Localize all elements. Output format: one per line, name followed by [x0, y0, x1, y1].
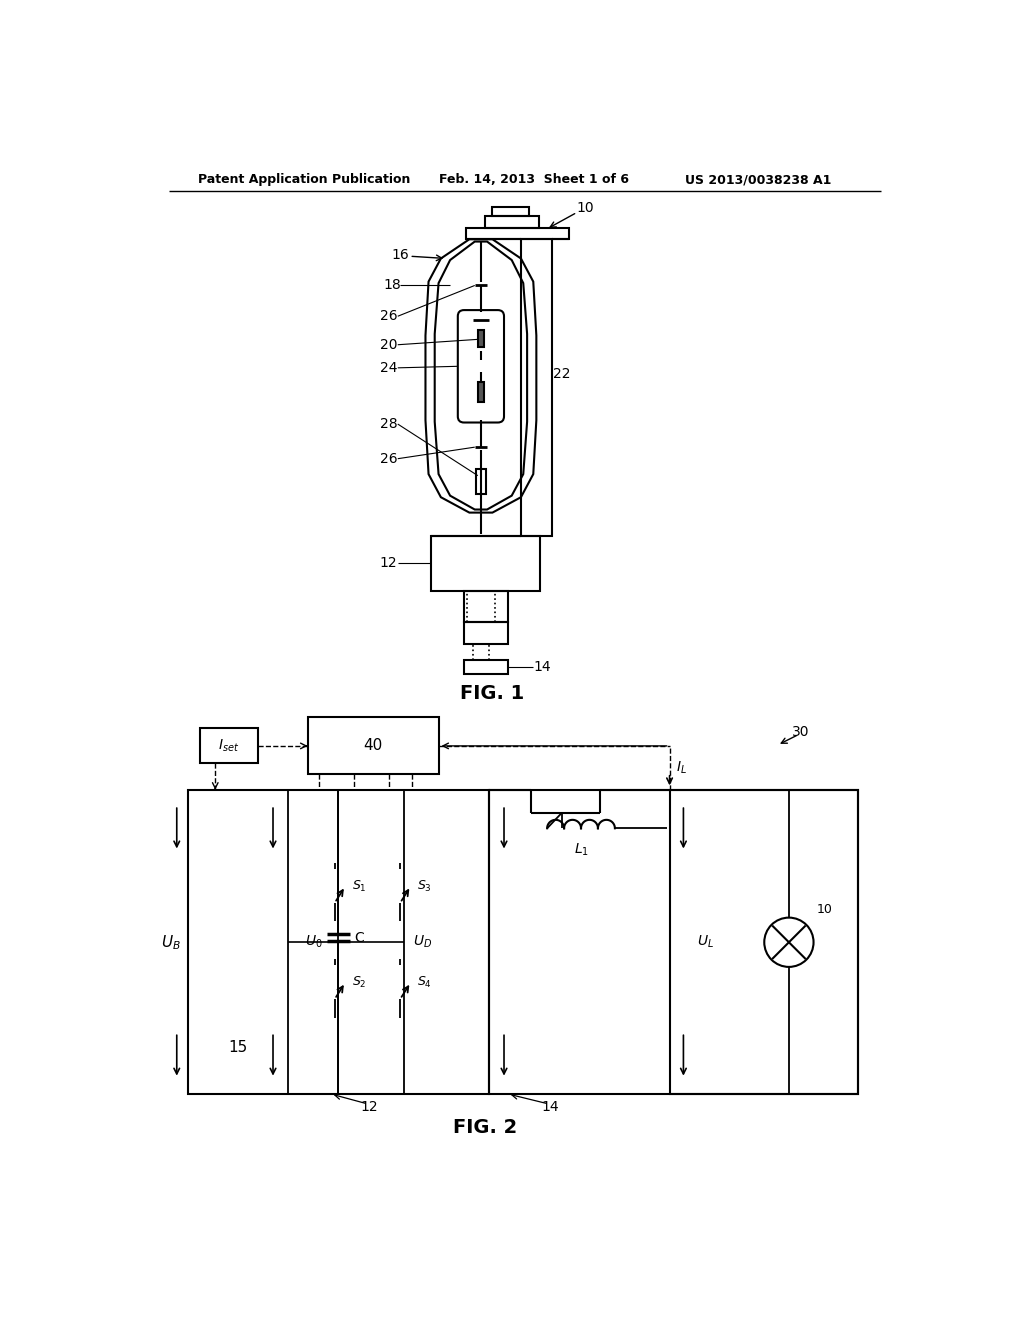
Text: 24: 24 — [380, 360, 397, 375]
Text: $U_B$: $U_B$ — [161, 933, 180, 952]
Bar — [464, 591, 508, 622]
Bar — [464, 660, 508, 675]
Bar — [478, 330, 484, 347]
Bar — [478, 381, 484, 403]
Text: C: C — [354, 931, 364, 945]
Text: 14: 14 — [542, 1100, 559, 1114]
Text: 28: 28 — [380, 417, 397, 432]
Bar — [476, 470, 485, 494]
Text: 26: 26 — [380, 451, 397, 466]
Text: $L_1$: $L_1$ — [573, 842, 589, 858]
Bar — [488, 789, 670, 1094]
Text: $S_3$: $S_3$ — [417, 879, 432, 894]
Text: 12: 12 — [380, 556, 397, 570]
Bar — [464, 622, 508, 644]
Text: FIG. 1: FIG. 1 — [461, 684, 524, 704]
Bar — [488, 789, 858, 1094]
Text: Feb. 14, 2013  Sheet 1 of 6: Feb. 14, 2013 Sheet 1 of 6 — [438, 173, 629, 186]
Text: 18: 18 — [383, 279, 401, 293]
Text: $I_L$: $I_L$ — [676, 760, 687, 776]
Text: $I_{set}$: $I_{set}$ — [218, 738, 239, 754]
Text: Patent Application Publication: Patent Application Publication — [199, 173, 411, 186]
Text: $U_0$: $U_0$ — [305, 935, 323, 950]
Text: FIG. 2: FIG. 2 — [453, 1118, 517, 1137]
Text: $S_4$: $S_4$ — [417, 974, 432, 990]
Text: $U_L$: $U_L$ — [696, 935, 714, 950]
Text: 30: 30 — [792, 725, 809, 739]
Text: 16: 16 — [391, 248, 409, 261]
Text: 20: 20 — [380, 338, 397, 351]
Text: $S_1$: $S_1$ — [351, 879, 367, 894]
Text: $S_2$: $S_2$ — [351, 974, 367, 990]
Text: $U_D$: $U_D$ — [413, 935, 432, 950]
Bar — [670, 789, 858, 1094]
Text: 10: 10 — [577, 202, 594, 215]
Bar — [188, 789, 488, 1094]
Text: 10: 10 — [817, 903, 834, 916]
Bar — [307, 717, 438, 775]
Text: 12: 12 — [360, 1100, 378, 1114]
Bar — [466, 228, 569, 239]
Text: 26: 26 — [380, 309, 397, 323]
Text: 40: 40 — [364, 738, 383, 754]
Text: 22: 22 — [553, 367, 570, 381]
Text: US 2013/0038238 A1: US 2013/0038238 A1 — [685, 173, 831, 186]
Bar — [484, 216, 539, 227]
Bar — [200, 729, 258, 763]
Bar — [521, 239, 552, 536]
Text: 14: 14 — [534, 660, 551, 673]
Bar — [493, 207, 529, 216]
Text: 15: 15 — [228, 1040, 248, 1055]
Bar — [431, 536, 541, 591]
